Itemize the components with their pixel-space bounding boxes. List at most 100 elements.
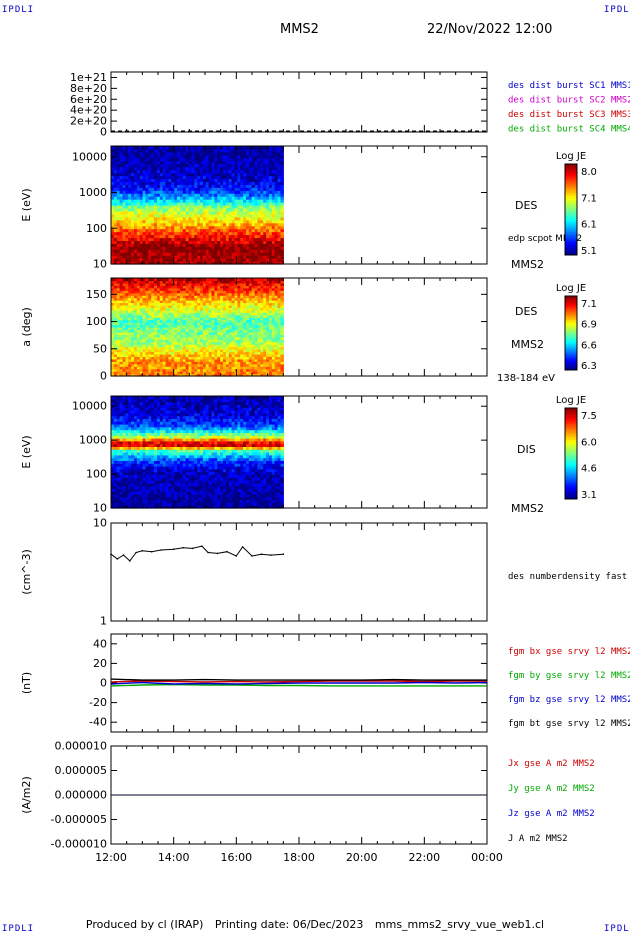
des-pitch-cell — [128, 302, 132, 306]
des-pitch-cell — [182, 290, 187, 294]
des-pitch-cell — [179, 282, 184, 286]
des-pitch-cell — [136, 287, 141, 291]
des-energy-cell — [131, 258, 135, 262]
des-pitch-cell — [243, 346, 247, 350]
des-pitch-cell — [122, 278, 126, 282]
des-pitch-cell — [128, 297, 132, 301]
des-pitch-cell — [142, 371, 147, 375]
y-tick-label: 2e+20 — [70, 115, 107, 128]
des-energy-cell — [177, 181, 181, 185]
des-pitch-cell — [156, 309, 161, 313]
des-energy-cell — [200, 190, 204, 194]
des-energy-cell — [122, 172, 126, 177]
des-energy-cell — [148, 216, 152, 221]
des-pitch-cell — [274, 346, 279, 350]
des-pitch-cell — [182, 373, 187, 377]
des-pitch-cell — [205, 278, 210, 282]
des-energy-cell — [151, 160, 155, 165]
des-energy-cell — [211, 178, 215, 182]
des-pitch-cell — [119, 292, 124, 296]
des-energy-cell — [182, 216, 187, 221]
des-pitch-cell — [151, 339, 155, 343]
des-energy-cell — [200, 184, 204, 188]
des-energy-cell — [185, 160, 190, 165]
des-energy-cell — [248, 258, 253, 262]
des-energy-cell — [231, 255, 236, 259]
des-pitch-cell — [122, 309, 126, 313]
des-energy-cell — [260, 181, 264, 185]
des-energy-cell — [217, 255, 221, 259]
des-energy-cell — [179, 249, 184, 253]
des-energy-cell — [202, 184, 207, 188]
des-pitch-cell — [245, 280, 250, 284]
des-energy-cell — [171, 243, 175, 247]
des-pitch-cell — [248, 317, 253, 321]
des-pitch-cell — [174, 334, 178, 338]
des-pitch-cell — [156, 358, 161, 362]
des-energy-cell — [263, 193, 267, 197]
des-pitch-cell — [185, 363, 190, 367]
des-energy-cell — [214, 237, 218, 241]
des-pitch-cell — [260, 339, 264, 343]
des-pitch-cell — [234, 331, 238, 335]
des-pitch-cell — [188, 309, 193, 313]
des-pitch-cell — [194, 312, 198, 316]
des-energy-cell — [119, 252, 124, 256]
des-pitch-cell — [185, 295, 190, 299]
des-energy-cell — [151, 205, 155, 209]
des-pitch-cell — [194, 334, 198, 338]
des-pitch-cell — [191, 353, 195, 357]
des-pitch-cell — [162, 309, 167, 313]
des-energy-cell — [116, 219, 121, 224]
des-energy-cell — [266, 178, 270, 182]
des-energy-cell — [145, 222, 149, 227]
des-pitch-cell — [251, 344, 256, 348]
des-energy-cell — [277, 237, 282, 241]
des-pitch-cell — [165, 280, 170, 284]
des-energy-cell — [122, 148, 126, 153]
y-tick-label: 1e+21 — [70, 71, 107, 84]
des-energy-cell — [179, 246, 184, 250]
des-pitch-cell — [145, 307, 149, 311]
des-energy-cell — [162, 216, 167, 221]
des-energy-cell — [122, 154, 126, 159]
des-pitch-cell — [257, 368, 261, 372]
des-pitch-cell — [191, 331, 195, 335]
des-energy-cell — [136, 252, 141, 256]
des-energy-cell — [145, 154, 149, 159]
des-energy-cell — [116, 166, 121, 171]
des-pitch-cell — [151, 309, 155, 313]
des-energy-cell — [113, 228, 118, 233]
des-pitch-cell — [165, 363, 170, 367]
des-pitch-cell — [119, 302, 124, 306]
des-energy-cell — [142, 243, 147, 247]
des-pitch-cell — [228, 361, 233, 365]
des-pitch-cell — [240, 322, 244, 326]
des-energy-cell — [194, 213, 198, 218]
des-energy-cell — [142, 210, 147, 215]
des-pitch-cell — [194, 309, 198, 313]
des-pitch-cell — [185, 339, 190, 343]
des-pitch-cell — [243, 312, 247, 316]
des-pitch-cell — [268, 280, 273, 284]
des-energy-cell — [122, 169, 126, 174]
des-pitch-cell — [208, 361, 213, 365]
des-pitch-cell — [231, 358, 236, 362]
des-pitch-cell — [214, 356, 218, 360]
des-energy-cell — [179, 216, 184, 221]
des-pitch-cell — [142, 297, 147, 301]
des-energy-cell — [214, 172, 218, 177]
des-pitch-cell — [174, 346, 178, 350]
des-pitch-cell — [145, 314, 149, 318]
des-pitch-cell — [220, 358, 224, 362]
des-pitch-cell — [165, 336, 170, 340]
des-energy-cell — [133, 252, 138, 256]
des-energy-cell — [271, 222, 276, 227]
des-energy-cell — [177, 187, 181, 191]
des-pitch-cell — [148, 339, 152, 343]
des-energy-cell — [245, 202, 250, 206]
des-pitch-cell — [202, 280, 207, 284]
des-pitch-cell — [131, 319, 135, 323]
des-energy-cell — [182, 190, 187, 194]
des-pitch-cell — [257, 324, 261, 328]
